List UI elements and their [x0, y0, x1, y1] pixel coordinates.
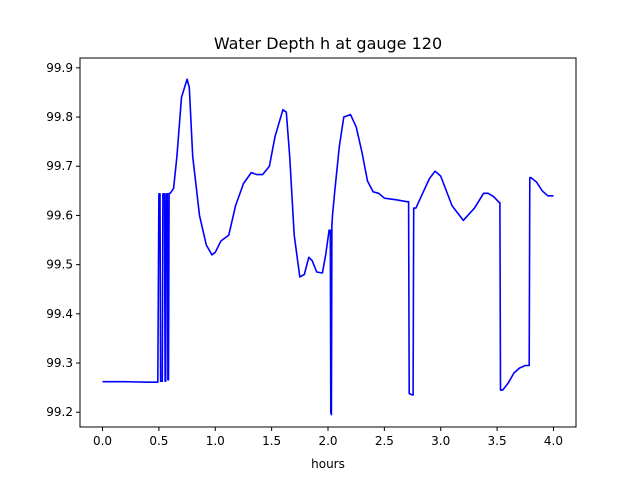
data-layer — [102, 78, 554, 416]
plot-frame — [79, 57, 577, 428]
y-tick-label: 99.3 — [46, 356, 73, 370]
x-tick-label: 3.5 — [488, 434, 507, 448]
x-tick-label: 4.0 — [544, 434, 563, 448]
y-tick-label: 99.2 — [46, 405, 73, 419]
x-tick-label: 2.5 — [375, 434, 394, 448]
x-tick-label: 0.5 — [149, 434, 168, 448]
x-axis-label: hours — [311, 457, 345, 471]
y-tick-label: 99.8 — [46, 110, 73, 124]
x-tick-label: 0.0 — [93, 434, 112, 448]
series-line-0 — [102, 78, 554, 416]
x-tick-label: 2.0 — [318, 434, 337, 448]
x-tick-label: 3.0 — [431, 434, 450, 448]
chart-title: Water Depth h at gauge 120 — [214, 34, 442, 53]
y-tick-label: 99.4 — [46, 307, 73, 321]
y-tick-label: 99.5 — [46, 258, 73, 272]
y-tick-label: 99.7 — [46, 159, 73, 173]
y-tick-label: 99.6 — [46, 208, 73, 222]
x-tick-label: 1.0 — [206, 434, 225, 448]
y-tick-label: 99.9 — [46, 61, 73, 75]
tick-layer: 0.0 0.5 1.0 1.5 2.0 2.5 3.0 3.5 4.0 99.2 99.3 99.4 9… — [46, 61, 563, 448]
x-tick-label: 1.5 — [262, 434, 281, 448]
